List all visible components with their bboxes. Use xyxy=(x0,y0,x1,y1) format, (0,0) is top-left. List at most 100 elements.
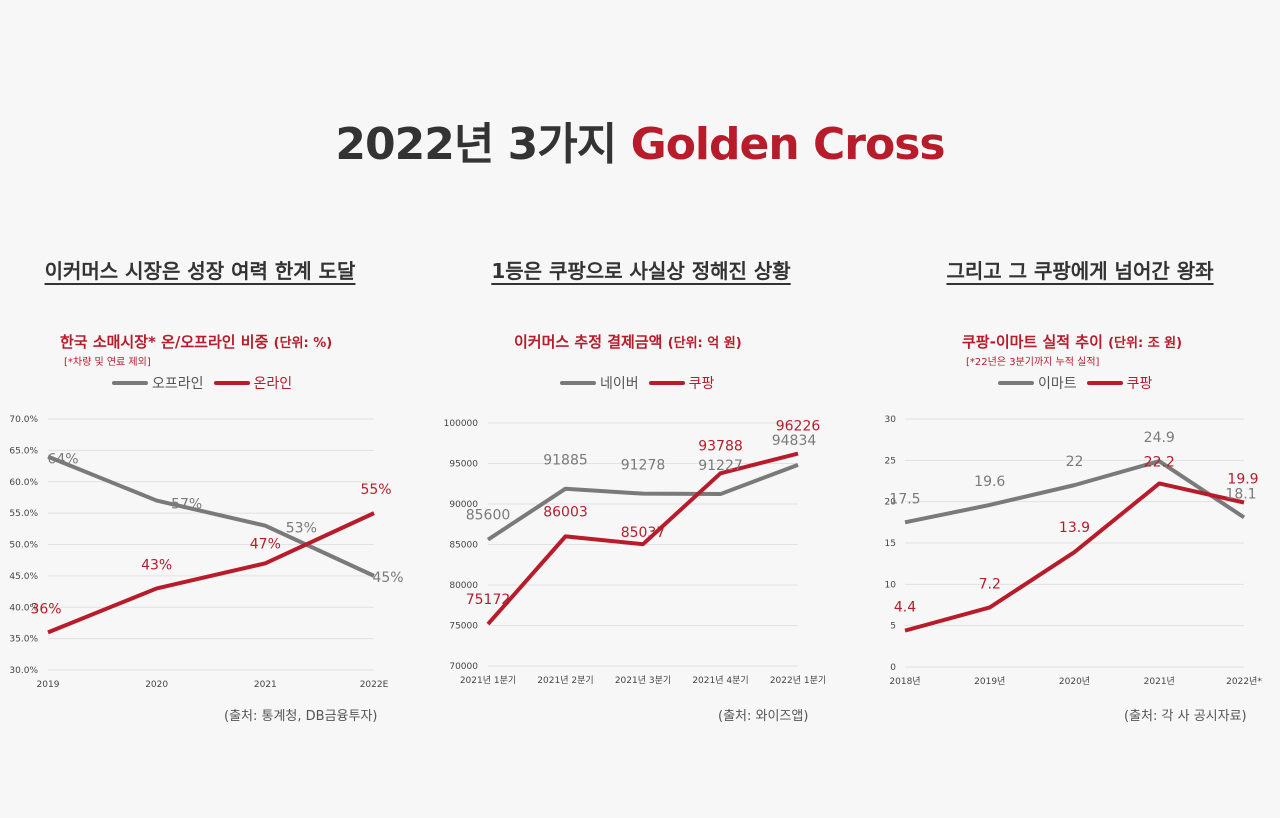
y-tick-label: 70000 xyxy=(449,662,478,672)
x-tick-label: 2020년 xyxy=(1059,676,1090,687)
line-chart-retail-share: 30.0% 35.0% 40.0% 45.0% 50.0% 55.0% 60.0% 65.0%… xyxy=(9,415,403,690)
data-label: 85037 xyxy=(621,525,666,541)
data-label: 85600 xyxy=(466,508,511,524)
y-tick-label: 100000 xyxy=(444,419,479,429)
data-label: 18.1 xyxy=(1225,486,1256,502)
data-label: 43% xyxy=(141,557,172,573)
data-label: 91227 xyxy=(698,458,743,474)
panel-heading: 1등은 쿠팡으로 사실상 정해진 상황 xyxy=(491,259,791,283)
data-label: 4.4 xyxy=(894,600,916,616)
x-tick-label: 2022E xyxy=(360,680,389,690)
x-tick-label: 2020 xyxy=(145,680,168,690)
y-tick-label: 90000 xyxy=(449,500,478,510)
data-label: 24.9 xyxy=(1144,430,1175,446)
y-tick-label: 15 xyxy=(885,539,896,549)
data-label: 96226 xyxy=(776,419,821,435)
y-tick-label: 30.0% xyxy=(9,666,38,676)
data-label: 47% xyxy=(250,536,281,552)
y-tick-label: 20 xyxy=(885,498,897,508)
x-tick-label: 2022년 1분기 xyxy=(770,675,826,686)
legend-item-offline: 오프라인 xyxy=(112,373,204,393)
x-tick-label: 2022년* xyxy=(1226,676,1262,687)
y-tick-label: 85000 xyxy=(449,541,478,551)
legend-swatch xyxy=(998,381,1034,385)
y-tick-label: 80000 xyxy=(449,581,478,591)
legend-label: 쿠팡 xyxy=(688,376,715,392)
legend-item-naver: 네이버 xyxy=(560,373,639,393)
line-chart-ecommerce-payment: 70000 75000 80000 85000 90000 95000 100000 2021… xyxy=(444,419,827,686)
y-tick-label: 65.0% xyxy=(9,446,38,456)
x-tick-label: 2021년 2분기 xyxy=(537,675,593,686)
chart-source: (출처: 통계청, DB금융투자) xyxy=(224,709,378,724)
panel-heading: 그리고 그 쿠팡에게 넘어간 왕좌 xyxy=(946,259,1214,283)
data-label: 64% xyxy=(47,452,78,468)
series-line-0 xyxy=(486,462,799,542)
chart-unit: (단위: 억 원) xyxy=(667,336,742,351)
chart-note: [*차량 및 연료 제외] xyxy=(64,357,151,368)
chart-title: 한국 소매시장* 온/오프라인 비중 (단위: %) xyxy=(60,331,332,352)
data-label: 55% xyxy=(360,482,391,498)
data-label: 45% xyxy=(372,570,403,586)
legend-swatch xyxy=(560,381,596,385)
x-tick-label: 2018년 xyxy=(889,676,920,687)
data-label: 91885 xyxy=(543,453,588,469)
panel-heading: 이커머스 시장은 성장 여력 한계 도달 xyxy=(44,259,356,283)
chart-title-text: 쿠팡-이마트 실적 추이 xyxy=(962,333,1103,351)
legend-swatch xyxy=(213,381,250,385)
legend-label: 온라인 xyxy=(253,376,293,392)
data-label: 91278 xyxy=(621,458,666,474)
data-label: 75172 xyxy=(466,592,511,608)
y-tick-label: 40.0% xyxy=(9,603,38,613)
legend-label: 이마트 xyxy=(1038,376,1077,392)
x-tick-label: 2021년 1분기 xyxy=(460,675,516,686)
chart-note: [*22년은 3분기까지 누적 실적] xyxy=(966,357,1100,368)
chart-title-text: 한국 소매시장* 온/오프라인 비중 xyxy=(60,333,269,351)
panel-coupang-emart: 그리고 그 쿠팡에게 넘어간 왕좌 쿠팡-이마트 실적 추이 (단위: 조 원)… xyxy=(880,255,1280,735)
data-label: 22 xyxy=(1066,454,1084,470)
x-tick-label: 2019 xyxy=(37,680,60,690)
series-line-0 xyxy=(904,459,1246,525)
x-tick-label: 2021 xyxy=(254,680,277,690)
data-label: 17.5 xyxy=(889,491,920,507)
chart-title-text: 이커머스 추정 결제금액 xyxy=(514,333,663,351)
x-tick-label: 2019년 xyxy=(974,676,1005,687)
y-tick-label: 95000 xyxy=(449,460,478,470)
chart-unit: (단위: 조 원) xyxy=(1108,336,1183,351)
y-tick-label: 45.0% xyxy=(9,572,38,582)
legend-swatch xyxy=(648,381,685,385)
chart-legend: 네이버 쿠팡 xyxy=(560,373,714,393)
legend-swatch xyxy=(112,381,148,385)
page-title-main: 2022년 3가지 xyxy=(335,119,617,170)
chart-title: 이커머스 추정 결제금액 (단위: 억 원) xyxy=(514,331,742,352)
page-title-accent: Golden Cross xyxy=(630,119,946,170)
chart-legend: 오프라인 온라인 xyxy=(112,373,292,393)
data-label: 94834 xyxy=(772,433,817,449)
legend-label: 쿠팡 xyxy=(1126,376,1153,392)
y-tick-label: 5 xyxy=(890,622,896,632)
series-line-1 xyxy=(486,451,799,626)
legend-item-online: 온라인 xyxy=(213,373,293,393)
data-label: 19.6 xyxy=(974,474,1005,490)
y-tick-label: 30 xyxy=(885,415,897,425)
series-line-0 xyxy=(47,454,375,578)
legend-swatch xyxy=(1086,381,1123,385)
y-tick-label: 0 xyxy=(890,663,896,673)
data-label: 22.2 xyxy=(1144,454,1175,470)
y-tick-label: 70.0% xyxy=(9,415,38,425)
series-line-1 xyxy=(904,481,1245,633)
chart-unit: (단위: %) xyxy=(273,336,333,351)
y-tick-label: 35.0% xyxy=(9,635,38,645)
y-tick-label: 60.0% xyxy=(9,478,38,488)
legend-label: 오프라인 xyxy=(152,376,204,392)
y-tick-label: 55.0% xyxy=(9,509,38,519)
y-tick-label: 75000 xyxy=(449,622,478,632)
data-label: 93788 xyxy=(698,438,743,454)
chart-source: (출처: 와이즈앱) xyxy=(718,709,809,724)
chart-source: (출처: 각 사 공시자료) xyxy=(1124,709,1247,724)
y-tick-label: 25 xyxy=(885,456,896,466)
legend-item-emart: 이마트 xyxy=(998,373,1077,393)
y-tick-label: 50.0% xyxy=(9,541,38,551)
x-tick-label: 2021년 xyxy=(1144,676,1175,687)
page-title: 2022년 3가지 Golden Cross xyxy=(0,108,1280,172)
series-line-1 xyxy=(47,511,375,635)
